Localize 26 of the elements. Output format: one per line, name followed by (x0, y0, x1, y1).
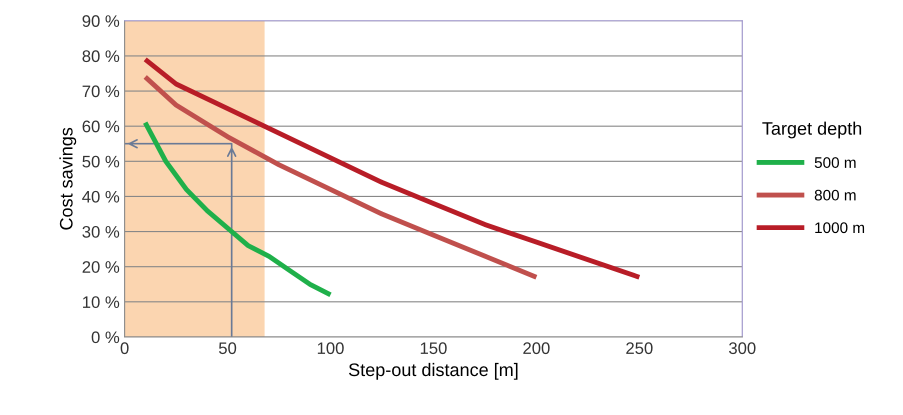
y-tick-label: 90 % (82, 15, 120, 27)
x-tick-label: 150 (420, 342, 447, 354)
legend-label: 1000 m (815, 222, 864, 234)
x-axis-title: Step-out distance [m] (348, 362, 518, 380)
line-series (142, 56, 642, 280)
y-tick-label: 10 % (83, 296, 120, 308)
x-tick-label: 50 (218, 342, 236, 354)
legend-label: 500 m (814, 157, 856, 168)
y-tick-label: 40 % (82, 190, 120, 203)
legend-label: 800 m (814, 190, 856, 201)
x-tick-label: 0 (120, 342, 129, 354)
x-tick-label: 250 (626, 342, 653, 354)
y-tick-label: 70 % (82, 85, 120, 98)
line-series (142, 120, 333, 298)
x-tick-label: 200 (523, 342, 550, 354)
x-tick-label: 300 (729, 342, 756, 354)
y-tick-label: 0 % (92, 331, 120, 344)
y-tick-label: 20 % (82, 261, 120, 273)
x-tick-label: 100 (318, 342, 344, 354)
legend-title: Target depth (762, 122, 862, 138)
y-tick-label: 80 % (82, 50, 120, 62)
y-tick-label: 60 % (82, 120, 120, 132)
y-tick-label: 30 % (82, 226, 120, 238)
line-series (142, 74, 539, 280)
y-axis-title: Cost savings (59, 128, 76, 230)
y-tick-label: 50 % (82, 156, 120, 168)
